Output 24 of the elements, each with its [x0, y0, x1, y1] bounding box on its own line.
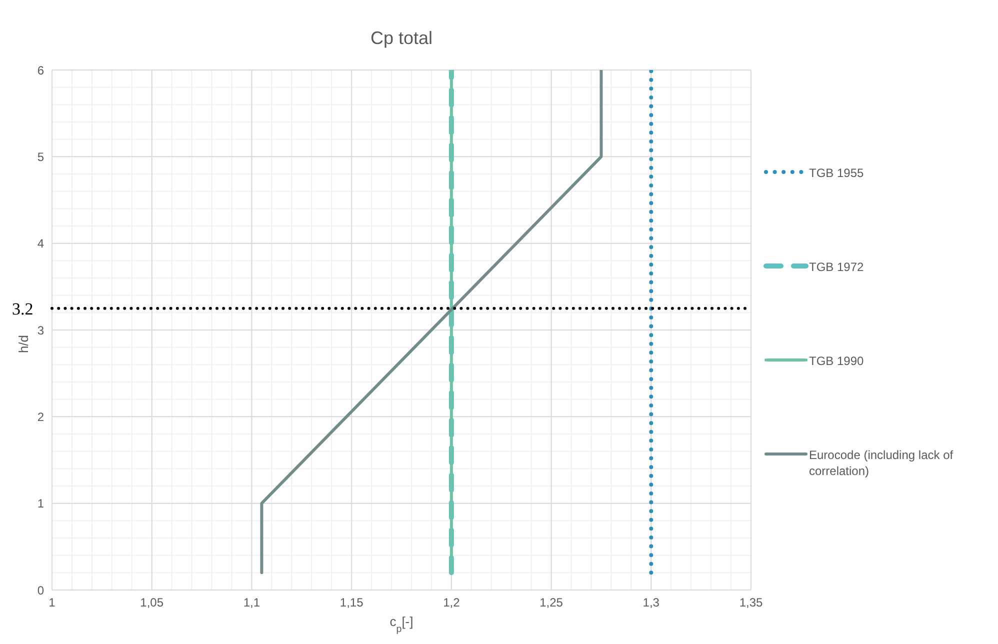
x-tick-label: 1,3	[642, 596, 660, 610]
x-tick-label: 1,2	[443, 596, 460, 610]
x-tick-label: 1,15	[340, 596, 364, 610]
y-axis-title: h/d	[16, 334, 31, 354]
line-series	[260, 70, 603, 574]
y-tick-label: 3	[37, 323, 44, 338]
y-tick-label: 0	[37, 583, 44, 598]
y-tick-label: 2	[37, 410, 44, 424]
chart-title: Cp total	[370, 28, 433, 48]
legend-label: TGB 1990	[809, 353, 864, 369]
legend-label: TGB 1972	[809, 259, 864, 275]
x-tick-label: 1,25	[540, 596, 564, 610]
legend-label: TGB 1955	[809, 165, 864, 181]
x-tick-label: 1	[48, 596, 56, 610]
x-tick-label: 1,35	[739, 596, 763, 610]
y-tick-label: 6	[37, 63, 44, 78]
y-tick-label: 5	[37, 150, 44, 164]
y-tick-label: 1	[37, 496, 44, 511]
x-axis-title: c$_{p}$[-]	[390, 614, 414, 634]
legend-label: Eurocode (including lack of correlation)	[809, 447, 954, 479]
y-tick-label: 4	[37, 236, 44, 251]
x-tick-label: 1,05	[140, 596, 164, 610]
x-tick-label: 1,1	[243, 596, 260, 610]
ref-line-label: 3.2	[12, 299, 34, 318]
